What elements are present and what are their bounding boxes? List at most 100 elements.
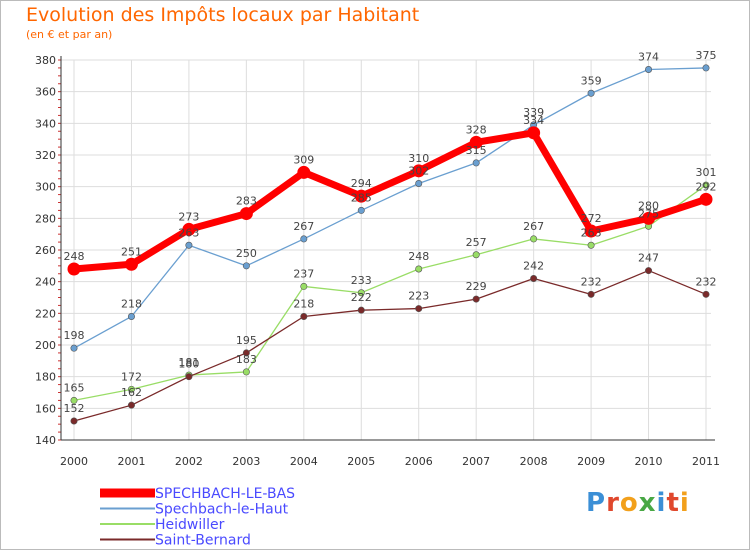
data-point bbox=[469, 135, 483, 149]
data-labels: 248 251 273 283 309 294 310 328 334 272 280 292 198 2… bbox=[64, 49, 717, 415]
data-point bbox=[67, 262, 81, 276]
data-point bbox=[645, 267, 653, 275]
logo-letter: r bbox=[606, 488, 620, 518]
data-label: 263 bbox=[178, 226, 199, 239]
data-point bbox=[70, 396, 78, 404]
data-point bbox=[587, 89, 595, 97]
data-label: 301 bbox=[696, 166, 717, 179]
series-line-3 bbox=[73, 269, 707, 422]
data-label: 242 bbox=[523, 260, 544, 273]
data-label: 237 bbox=[293, 267, 314, 280]
legend-label: Heidwiller bbox=[155, 517, 225, 533]
data-point bbox=[357, 206, 365, 214]
data-label: 334 bbox=[523, 114, 544, 127]
y-tick-label: 340 bbox=[35, 117, 56, 130]
data-label: 232 bbox=[581, 275, 602, 288]
data-label: 165 bbox=[64, 381, 85, 394]
y-tick-label: 260 bbox=[35, 244, 56, 257]
x-tick-label: 2008 bbox=[520, 455, 548, 468]
data-point bbox=[530, 235, 538, 243]
chart-title: Evolution des Impôts locaux par Habitant bbox=[26, 4, 420, 26]
logo-letter: i bbox=[679, 488, 690, 518]
data-point bbox=[415, 180, 423, 188]
data-label: 232 bbox=[696, 275, 717, 288]
data-label: 310 bbox=[408, 152, 429, 165]
data-label: 292 bbox=[696, 180, 717, 193]
data-point bbox=[242, 262, 250, 270]
legend-label: SPECHBACH-LE-BAS bbox=[155, 486, 295, 502]
data-point bbox=[182, 222, 196, 236]
data-point bbox=[127, 401, 135, 409]
y-tick-label: 300 bbox=[35, 181, 56, 194]
x-tick-label: 2005 bbox=[347, 455, 375, 468]
data-label: 251 bbox=[121, 245, 142, 258]
data-point bbox=[702, 64, 710, 72]
data-point bbox=[472, 295, 480, 303]
data-label: 375 bbox=[696, 49, 717, 62]
data-point bbox=[357, 289, 365, 297]
x-tick-label: 2002 bbox=[175, 455, 203, 468]
data-label: 309 bbox=[293, 153, 314, 166]
y-tick-label: 380 bbox=[35, 54, 56, 67]
data-label: 257 bbox=[466, 236, 487, 249]
y-tick-label: 220 bbox=[35, 307, 56, 320]
data-label: 283 bbox=[236, 195, 257, 208]
data-label: 315 bbox=[466, 144, 487, 157]
data-label: 267 bbox=[523, 220, 544, 233]
data-label: 328 bbox=[466, 123, 487, 136]
data-label: 359 bbox=[581, 74, 602, 87]
x-tick-label: 2003 bbox=[232, 455, 260, 468]
data-point bbox=[70, 344, 78, 352]
data-label: 267 bbox=[293, 220, 314, 233]
x-tick-label: 2010 bbox=[635, 455, 663, 468]
data-point bbox=[472, 251, 480, 259]
data-point bbox=[70, 417, 78, 425]
data-label: 339 bbox=[523, 106, 544, 119]
data-point bbox=[185, 373, 193, 381]
data-point bbox=[702, 181, 710, 189]
data-point bbox=[300, 312, 308, 320]
data-point bbox=[584, 224, 598, 238]
series-layer bbox=[67, 64, 713, 425]
data-label: 222 bbox=[351, 291, 372, 304]
data-label: 302 bbox=[408, 165, 429, 178]
data-label: 198 bbox=[64, 329, 85, 342]
data-point bbox=[645, 66, 653, 74]
data-point bbox=[412, 164, 426, 178]
data-label: 152 bbox=[64, 402, 85, 415]
legend: SPECHBACH-LE-BASSpechbach-le-HautHeidwil… bbox=[100, 486, 295, 549]
data-point bbox=[127, 385, 135, 393]
data-point bbox=[357, 306, 365, 314]
data-label: 223 bbox=[408, 290, 429, 303]
data-label: 181 bbox=[178, 356, 199, 369]
y-tick-label: 360 bbox=[35, 86, 56, 99]
data-point bbox=[300, 282, 308, 290]
data-label: 248 bbox=[64, 250, 85, 263]
data-label: 195 bbox=[236, 334, 257, 347]
legend-label: Saint-Bernard bbox=[155, 533, 251, 549]
data-point bbox=[354, 189, 368, 203]
data-point bbox=[587, 290, 595, 298]
data-point bbox=[300, 235, 308, 243]
logo-letter: t bbox=[666, 488, 680, 518]
data-label: 272 bbox=[581, 212, 602, 225]
data-label: 248 bbox=[408, 250, 429, 263]
x-tick-label: 2011 bbox=[692, 455, 720, 468]
data-point bbox=[242, 349, 250, 357]
data-point bbox=[702, 290, 710, 298]
data-point bbox=[530, 274, 538, 282]
y-tick-label: 200 bbox=[35, 339, 56, 352]
data-label: 229 bbox=[466, 280, 487, 293]
data-point bbox=[297, 165, 311, 179]
y-tick-label: 180 bbox=[35, 371, 56, 384]
data-point bbox=[587, 241, 595, 249]
data-point bbox=[699, 192, 713, 206]
data-point bbox=[415, 265, 423, 273]
logo-letter: o bbox=[619, 488, 639, 518]
y-tick-label: 280 bbox=[35, 212, 56, 225]
y-tick-label: 240 bbox=[35, 276, 56, 289]
legend-label: Spechbach-le-Haut bbox=[155, 502, 289, 518]
data-label: 280 bbox=[638, 199, 659, 212]
data-label: 233 bbox=[351, 274, 372, 287]
series-line-2 bbox=[73, 184, 707, 402]
